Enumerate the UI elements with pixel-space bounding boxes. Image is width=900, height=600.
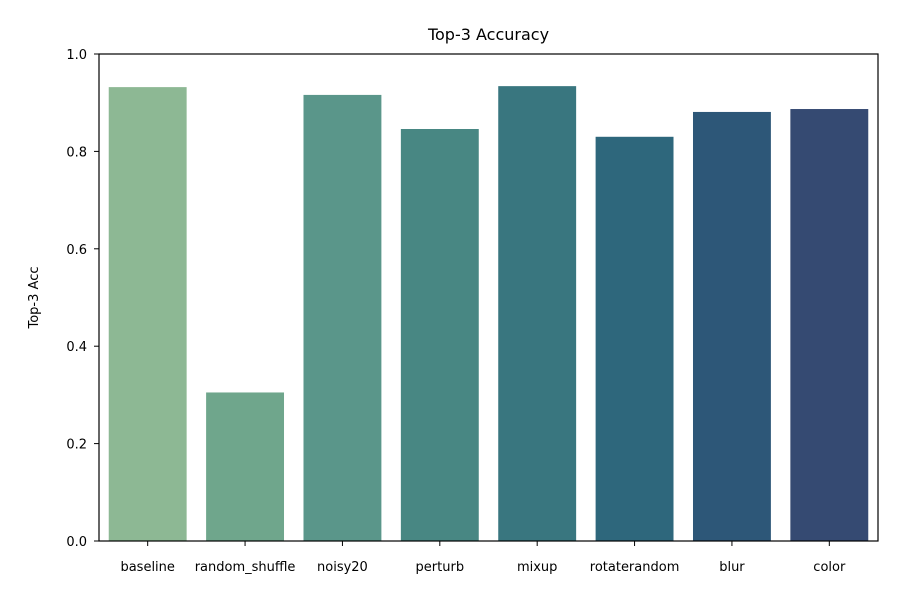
bar-baseline <box>108 87 187 542</box>
x-tick-label: noisy20 <box>317 560 368 575</box>
x-tick-label: mixup <box>517 560 557 575</box>
bar-mixup <box>498 86 577 541</box>
bar-random_shuffle <box>206 392 285 541</box>
bar-rotaterandom <box>595 136 674 542</box>
x-ticks-group: baseline random_shuffle noisy20 perturb mixu… <box>120 541 846 575</box>
y-ticks-group: 0.0 0.2 0.4 0.6 0.8 1.0 <box>66 48 99 550</box>
y-tick-label: 1.0 <box>66 48 87 63</box>
bar-color <box>790 109 869 541</box>
bar-perturb <box>400 129 479 541</box>
y-tick-label: 0.4 <box>66 340 87 355</box>
x-tick-label: baseline <box>120 560 174 575</box>
x-tick-label: color <box>813 560 846 575</box>
y-axis-label: Top-3 Acc <box>27 267 42 330</box>
y-tick-label: 0.8 <box>66 145 87 160</box>
bar-noisy20 <box>303 94 382 541</box>
x-tick-label: rotaterandom <box>590 560 680 575</box>
x-tick-label: random_shuffle <box>195 560 296 575</box>
y-tick-label: 0.0 <box>66 535 87 550</box>
bar-blur <box>692 111 771 541</box>
chart-title: Top-3 Accuracy <box>427 25 549 44</box>
x-tick-label: blur <box>719 560 745 575</box>
plot-frame <box>98 53 879 542</box>
bars-group <box>108 86 869 542</box>
y-tick-label: 0.6 <box>66 243 87 258</box>
x-tick-label: perturb <box>416 560 465 575</box>
y-tick-label: 0.2 <box>66 438 87 453</box>
